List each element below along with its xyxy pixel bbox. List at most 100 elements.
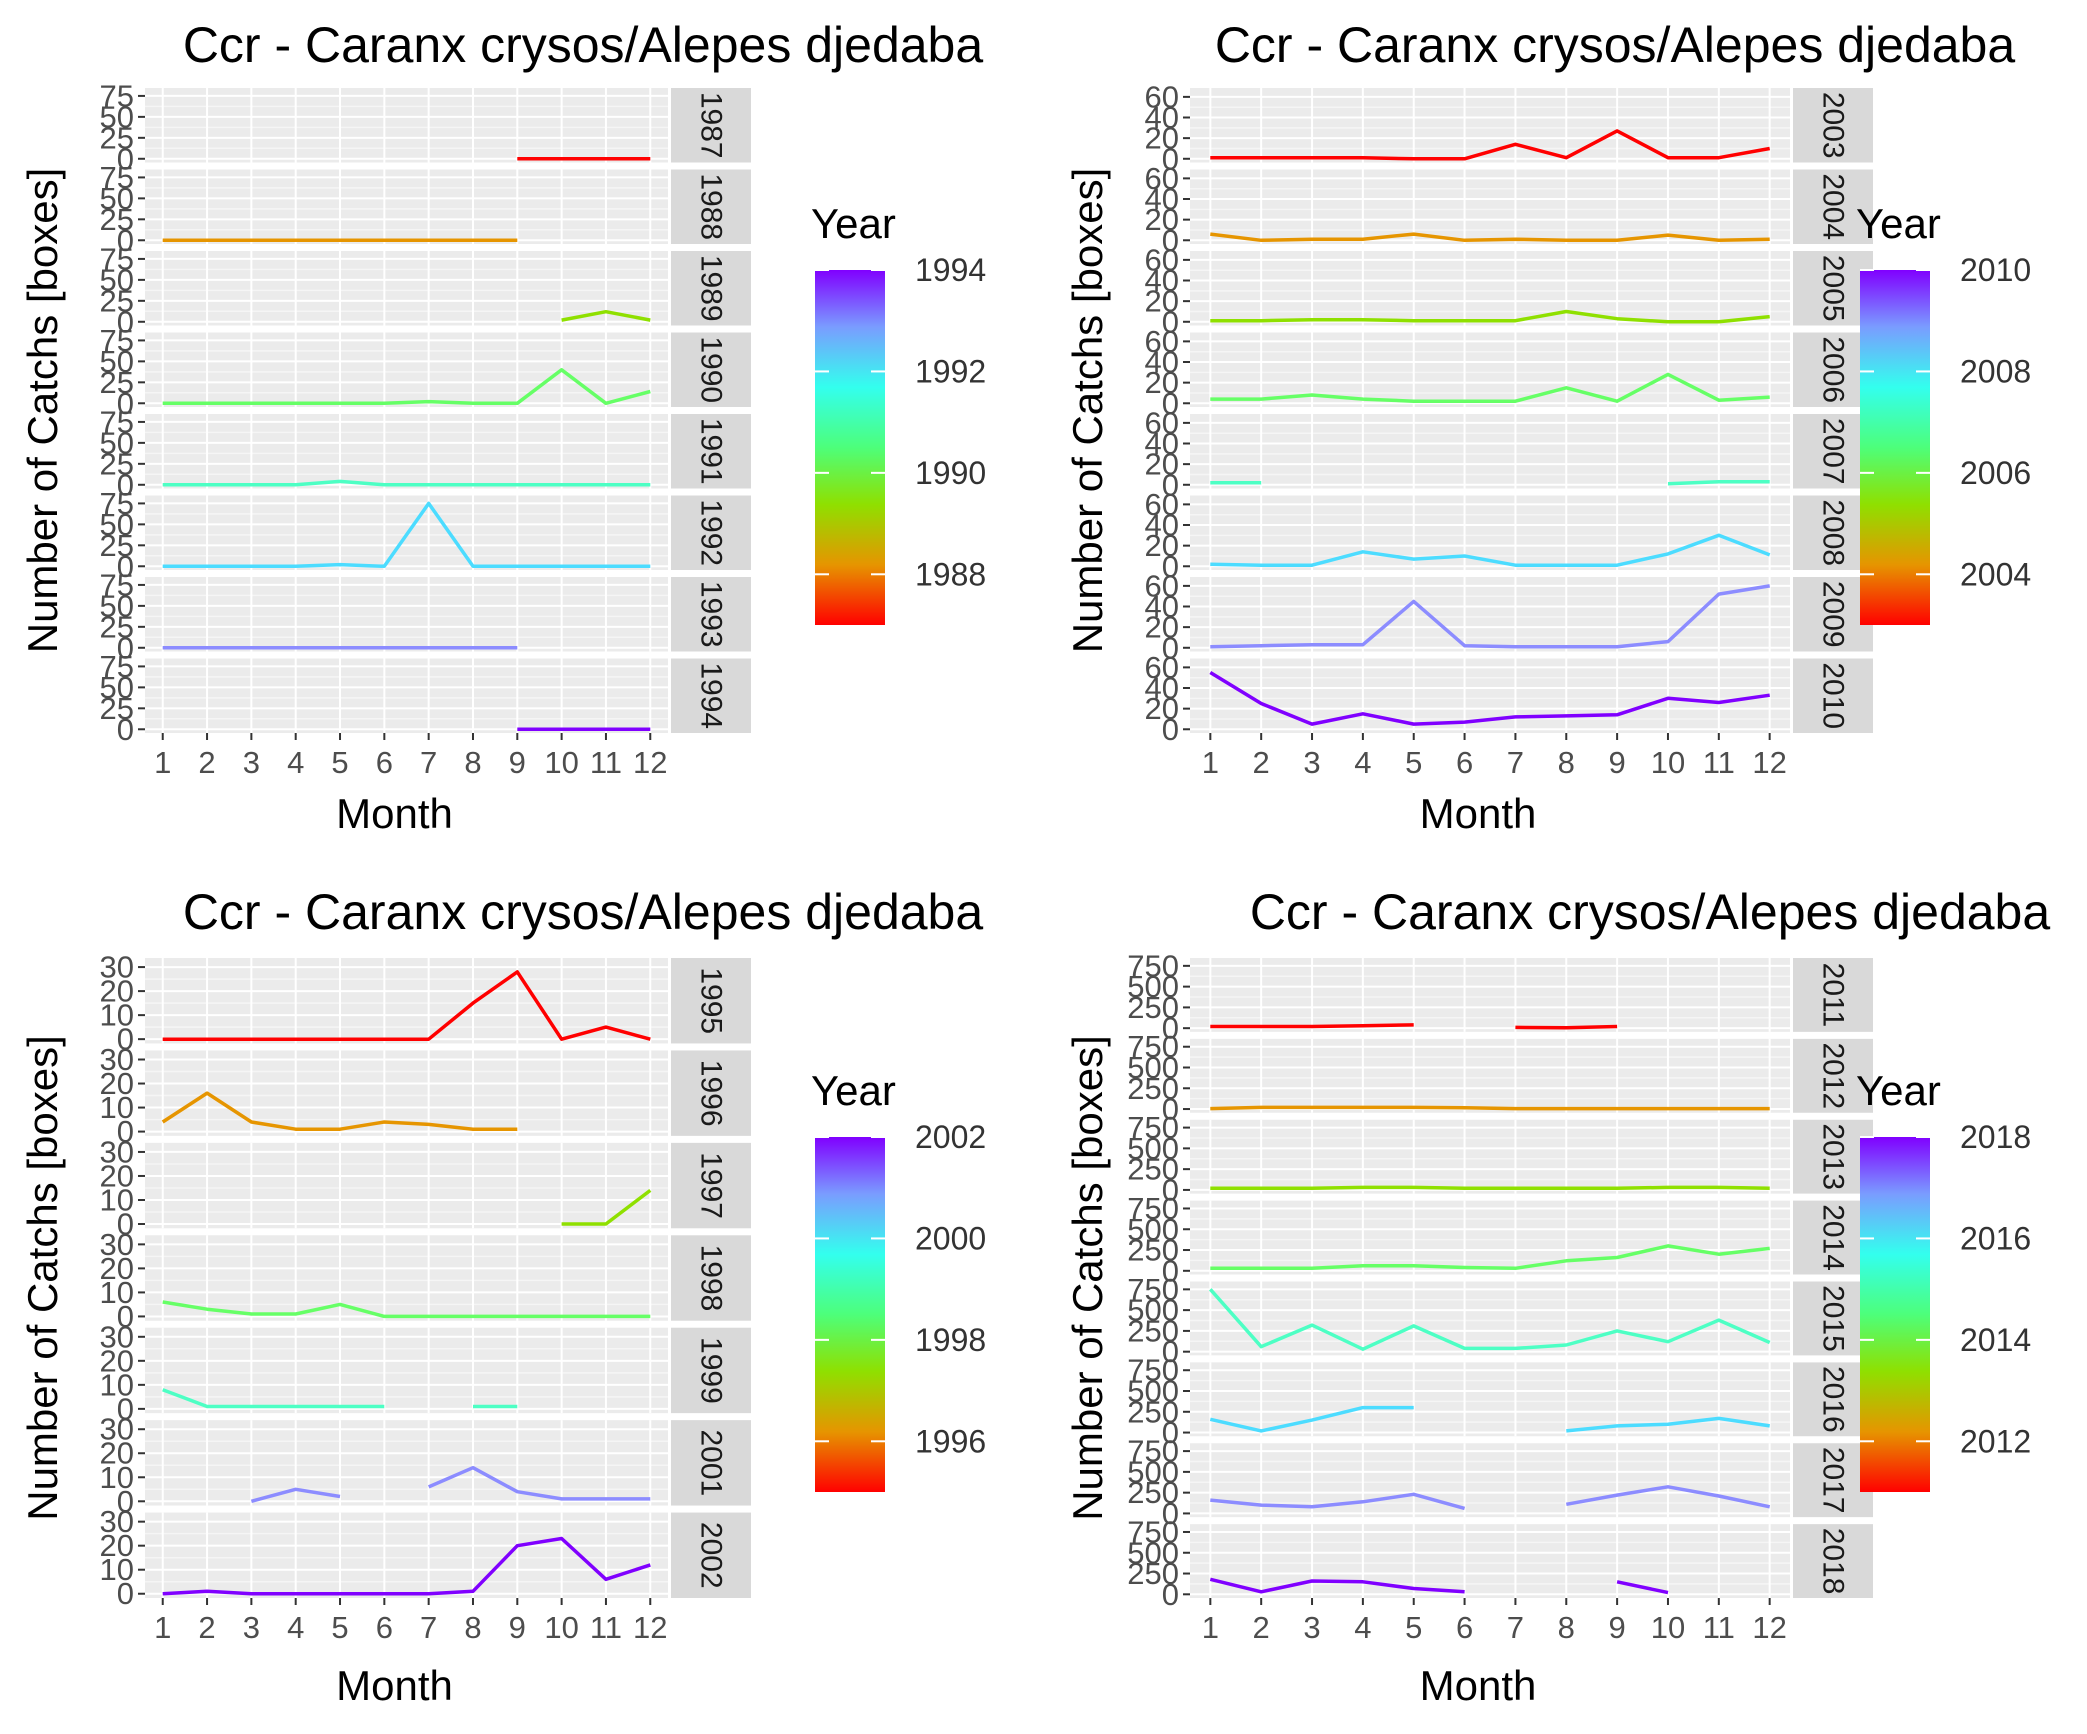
facet-strip: [671, 1420, 751, 1506]
y-tick-label: 75: [100, 323, 134, 358]
x-tick-label: 2: [1253, 745, 1270, 780]
facet-strip-label: 2010: [1817, 662, 1850, 729]
chart-panel-4: Ccr - Caranx crysos/Alepes djedaba Number…: [1064, 884, 2050, 1709]
y-tick-label: 0: [1162, 1092, 1179, 1127]
chart-title: Ccr - Caranx crysos/Alepes djedaba: [183, 884, 984, 940]
y-tick-label: 20: [100, 1066, 134, 1101]
facet-strip-label: 2006: [1817, 336, 1850, 403]
x-tick-label: 12: [633, 1610, 667, 1645]
facet-panel-background: [1190, 251, 1790, 326]
y-tick-label: 500: [1127, 1050, 1179, 1085]
facet-panel-background: [1190, 958, 1790, 1032]
y-tick-label: 750: [1127, 948, 1179, 983]
facet-strip-label: 2001: [695, 1429, 728, 1496]
y-tick-label: 25: [100, 365, 134, 400]
x-tick-label: 3: [1303, 745, 1320, 780]
y-tick-label: 20: [1145, 284, 1179, 319]
legend-color-bar: [815, 1137, 885, 1492]
facet-strip: [671, 1512, 751, 1598]
y-tick-label: 50: [100, 588, 134, 623]
legend-title: Year: [1856, 200, 1941, 247]
y-tick-label: 20: [1145, 202, 1179, 237]
facet-panel-background: [145, 88, 668, 163]
y-tick-label: 50: [100, 344, 134, 379]
facet-panel-background: [145, 658, 668, 733]
facet-strip-label: 1989: [695, 255, 728, 322]
facet-strip: [671, 1142, 751, 1229]
facet-strip-label: 1998: [695, 1245, 728, 1312]
facet-strip-label: 2003: [1817, 92, 1850, 159]
y-axis-title: Number of Catchs [boxes]: [1064, 1035, 1111, 1521]
x-tick-label: 9: [1608, 1610, 1625, 1645]
y-tick-label: 0: [1162, 467, 1179, 502]
x-tick-label: 12: [1752, 745, 1786, 780]
y-tick-label: 20: [100, 1343, 134, 1378]
facet-strip: [671, 658, 751, 733]
y-tick-label: 10: [100, 1552, 134, 1587]
x-tick-label: 9: [509, 745, 526, 780]
y-tick-label: 750: [1127, 1272, 1179, 1307]
y-tick-label: 10: [100, 1090, 134, 1125]
y-tick-label: 50: [100, 670, 134, 705]
x-tick-label: 3: [243, 745, 260, 780]
y-tick-label: 750: [1127, 1191, 1179, 1226]
facet-strip-label: 1992: [695, 499, 728, 566]
x-tick-label: 6: [376, 1610, 393, 1645]
y-tick-label: 0: [117, 386, 134, 421]
y-tick-label: 25: [100, 609, 134, 644]
facet-strip-label: 2013: [1817, 1123, 1850, 1190]
y-tick-label: 0: [117, 630, 134, 665]
x-tick-label: 8: [464, 745, 481, 780]
series-line-1998: [162, 1300, 651, 1319]
facet-panel-background: [145, 251, 668, 326]
y-tick-label: 75: [100, 78, 134, 113]
legend-tick-label: 1998: [915, 1322, 986, 1358]
x-tick-label: 7: [420, 745, 437, 780]
y-tick-label: 30: [100, 1504, 134, 1539]
legend-tick-label: 2012: [1960, 1423, 2031, 1459]
y-tick-label: 0: [1162, 141, 1179, 176]
y-tick-label: 0: [117, 1114, 134, 1149]
y-tick-label: 50: [100, 425, 134, 460]
facet-strip: [1793, 658, 1873, 733]
series-line-1999: [162, 1388, 385, 1409]
facet-panel-background: [145, 1142, 668, 1229]
y-tick-label: 60: [1145, 161, 1179, 196]
x-tick-label: 7: [1507, 1610, 1524, 1645]
y-tick-label: 500: [1127, 1293, 1179, 1328]
y-tick-label: 25: [100, 202, 134, 237]
y-tick-label: 30: [100, 1134, 134, 1169]
series-line-2007: [1667, 479, 1770, 486]
facet-strip-label: 1994: [695, 662, 728, 729]
y-tick-label: 60: [1145, 405, 1179, 440]
x-tick-label: 10: [544, 745, 578, 780]
facet-panel-background: [1190, 169, 1790, 244]
y-tick-label: 40: [1145, 182, 1179, 217]
facet-panel-background: [145, 414, 668, 489]
facet-strip: [671, 414, 751, 489]
y-tick-label: 0: [1162, 386, 1179, 421]
facet-strip: [671, 169, 751, 244]
series-line-1995: [162, 970, 651, 1041]
facet-strip-label: 2004: [1817, 173, 1850, 240]
y-tick-label: 60: [1145, 242, 1179, 277]
series-line-2008: [1210, 533, 1771, 567]
legend-tick-label: 1994: [915, 252, 986, 288]
y-tick-label: 50: [100, 507, 134, 542]
chart-title: Ccr - Caranx crysos/Alepes djedaba: [1250, 884, 2051, 940]
x-tick-label: 8: [1558, 1610, 1575, 1645]
legend-color-bar: [1860, 270, 1930, 625]
y-tick-label: 250: [1127, 1394, 1179, 1429]
series-line-2015: [1208, 1288, 1771, 1351]
y-tick-label: 20: [1145, 121, 1179, 156]
chart-panel-2: Ccr - Caranx crysos/Alepes djedaba Number…: [1064, 17, 2031, 837]
facet-strip: [671, 1235, 751, 1321]
chart-panel-3: Ccr - Caranx crysos/Alepes djedaba Number…: [19, 884, 986, 1709]
x-tick-label: 9: [509, 1610, 526, 1645]
y-tick-label: 40: [1145, 345, 1179, 380]
y-tick-label: 0: [1162, 549, 1179, 584]
facet-strip: [1793, 1362, 1873, 1437]
